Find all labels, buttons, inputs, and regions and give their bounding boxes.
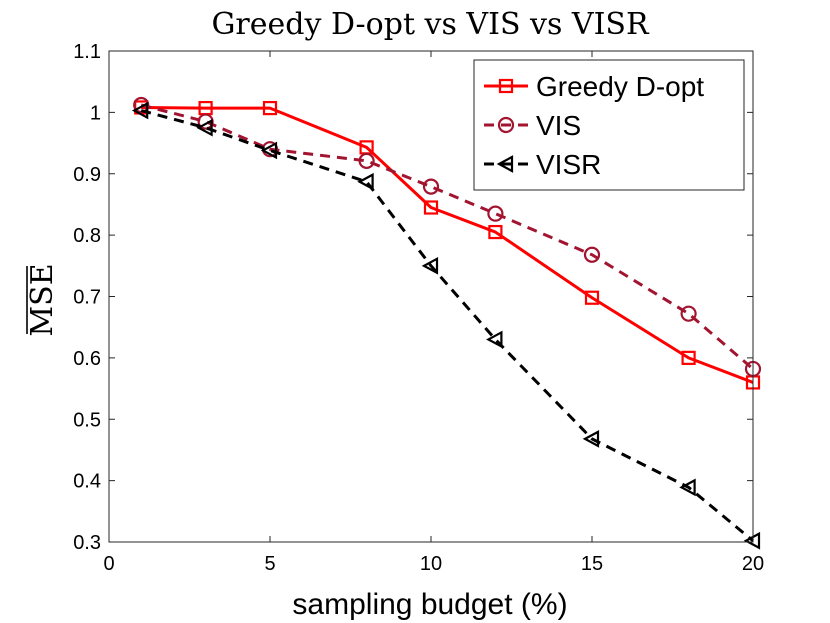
data-point <box>423 200 439 215</box>
series-layer <box>131 96 762 550</box>
y-tick-label: 1.1 <box>73 41 101 63</box>
x-tick-label: 5 <box>264 553 275 575</box>
data-point <box>582 430 600 448</box>
y-tick-label: 0.3 <box>73 532 101 554</box>
data-point <box>358 152 375 169</box>
axis-ticks: 0.3 0.4 0.5 0.6 0.7 0.8 0.9 1 1.1 0 5 10 15 20 <box>73 41 764 575</box>
data-point <box>131 101 149 120</box>
y-tick-label: 0.8 <box>73 225 101 247</box>
legend-marker <box>496 155 514 173</box>
series-line <box>140 109 754 542</box>
y-tick-label: 0.6 <box>73 348 101 370</box>
data-point <box>487 205 504 222</box>
data-point <box>584 290 600 305</box>
data-point <box>488 224 503 240</box>
legend: Greedy D-opt VIS VISR <box>473 59 745 191</box>
x-tick-label: 0 <box>103 553 114 575</box>
series-line <box>141 105 754 384</box>
y-tick-label: 0.5 <box>73 409 101 431</box>
chart-title: Greedy D-opt vs VIS vs VISR <box>211 7 650 42</box>
data-point <box>679 478 696 497</box>
x-axis-label: sampling budget (%) <box>292 588 567 621</box>
x-tick-label: 10 <box>420 553 442 575</box>
legend-label: VISR <box>536 149 601 180</box>
series-line <box>140 103 754 371</box>
y-axis-label: MSE <box>25 263 60 336</box>
y-tick-label: 0.9 <box>73 164 101 186</box>
data-point <box>681 350 696 365</box>
legend-label: VIS <box>536 110 581 141</box>
data-point <box>680 305 697 322</box>
legend-label: Greedy D-opt <box>536 71 704 102</box>
data-point <box>357 172 374 191</box>
y-tick-label: 0.4 <box>73 471 101 493</box>
legend-marker <box>498 78 514 94</box>
data-point <box>262 100 278 116</box>
data-point <box>486 330 503 349</box>
legend-marker <box>497 116 515 134</box>
x-tick-label: 20 <box>742 553 764 575</box>
y-tick-label: 0.7 <box>73 287 101 309</box>
data-point <box>196 118 213 137</box>
y-tick-label: 1 <box>90 102 101 124</box>
data-point <box>422 178 440 195</box>
x-tick-label: 15 <box>581 553 603 575</box>
data-point <box>583 246 601 263</box>
axes-frame <box>108 50 754 543</box>
data-point <box>260 141 278 160</box>
y-axis-label-group: MSE <box>25 263 60 336</box>
data-point <box>421 256 439 275</box>
